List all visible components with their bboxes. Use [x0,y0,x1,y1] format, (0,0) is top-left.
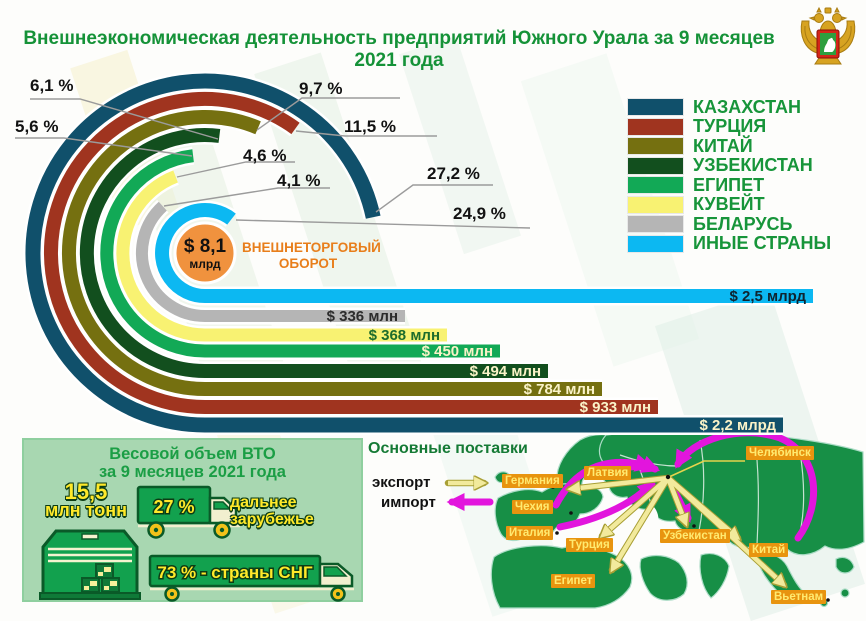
ring-china [61,110,602,396]
legend-label: УЗБЕКИСТАН [693,155,813,176]
legend-swatch-belarus [627,215,684,234]
bar-value-china: $ 784 млн [524,381,595,398]
legend-row: ИНЫЕ СТРАНЫ [627,233,832,254]
percent-label-kuwait: 4,6 % [243,146,287,165]
legend-label: ТУРЦИЯ [693,116,767,137]
legend-swatch-egypt [627,176,684,195]
callout-lines [15,97,531,229]
ring-uzbekistan [79,128,548,378]
ring-egypt [100,149,500,358]
city-label-china: Китай [749,543,789,557]
legend-swatch-kuwait [627,195,684,214]
bar-value-egypt: $ 450 млн [422,343,493,360]
legend-swatch-china [627,137,684,156]
export-label: экспорт [372,474,431,491]
weight-panel-title: Весовой объем ВТО за 9 месяцев 2021 года [24,445,361,481]
legend-row: УЗБЕКИСТАН [627,155,831,176]
bar-value-uzbekistan: $ 494 млн [470,363,541,380]
city-label-turkey: Турция [566,538,613,552]
bar-value-belarus: $ 336 млн [327,308,398,325]
ring-kuwait [116,170,447,342]
city-label-germany: Германия [502,474,563,488]
far-truck-percent: 27 % [153,497,194,517]
legend-row: КАЗАХСТАН [627,96,831,117]
cis-truck-label: 73 % - страны СНГ [157,563,313,582]
legend-row: КУВЕЙТ [627,194,831,215]
export-arrows [444,460,784,585]
city-label-italy: Италия [506,526,554,540]
legend-label: КАЗАХСТАН [693,96,801,117]
import-label: импорт [381,494,436,511]
bar-value-kazakhstan: $ 2,2 млрд [700,417,777,434]
percent-label-china: 9,7 % [299,79,343,98]
tonnage-unit: млн тонн [45,500,127,520]
tonnage-value: 15,5 [64,479,108,504]
far-abroad-label: дальнее зарубежье [230,494,314,528]
total-unit: млрд [189,257,221,271]
city-label-vietnam: Вьетнам [771,590,827,604]
ring-turkey [44,92,658,414]
legend-row: БЕЛАРУСЬ [627,213,831,234]
ring-other-countries [155,203,813,303]
legend-label: ИНЫЕ СТРАНЫ [693,233,832,254]
legend-row: КИТАЙ [627,135,831,156]
small-truck-icon: 27 % [136,485,240,539]
city-label-czechia: Чехия [512,500,553,514]
warehouse-icon [39,529,141,600]
legend-label: БЕЛАРУСЬ [693,213,793,234]
city-label-chelyabinsk: Челябинск [746,446,814,460]
percent-label-belarus: 4,1 % [277,171,321,190]
legend-swatch-kazakhstan [627,98,684,117]
percent-label-egypt: 5,6 % [15,117,59,136]
legend-swatch-turkey [627,117,684,136]
percent-label-turkey: 11,5 % [344,117,396,136]
legend-label: ЕГИПЕТ [693,174,765,195]
customs-emblem-icon [800,6,856,65]
legend-swatch-uzbekistan [627,156,684,175]
percent-label-uzbekistan: 6,1 % [30,76,74,95]
legend-label: КИТАЙ [693,135,753,156]
legend-row: ЕГИПЕТ [627,174,831,195]
weight-panel-title-line2: за 9 месяцев 2021 года [99,463,286,481]
city-label-latvia: Латвия [584,466,632,480]
bar-value-other-countries: $ 2,5 млрд [730,288,807,305]
page-title: Внешнеэкономическая деятельность предпри… [23,28,775,71]
legend-swatch-other-countries [627,234,684,253]
map-title: Основные поставки [368,440,528,457]
city-label-uzbekistan: Узбекистан [660,529,730,543]
legend-row: ТУРЦИЯ [627,116,831,137]
percent-label-other-countries: 24,9 % [453,204,506,223]
bar-value-kuwait: $ 368 млн [369,327,440,344]
total-value: $ 8,1 [184,236,227,257]
city-label-egypt: Египет [551,574,596,588]
bar-value-turkey: $ 933 млн [580,399,651,416]
ring-kazakhstan [25,73,783,433]
tonnage-total: 15,5 млн тонн [30,479,142,520]
legend-label: КУВЕЙТ [693,194,765,215]
weight-panel-title-line1: Весовой объем ВТО [109,445,276,463]
ring-belarus [135,201,405,322]
weight-volume-panel: Весовой объем ВТО за 9 месяцев 2021 года… [22,438,363,602]
percent-label-kazakhstan: 27,2 % [427,164,480,183]
total-circle [173,221,237,285]
chart-legend: КАЗАХСТАН ТУРЦИЯ КИТАЙ УЗБЕКИСТАН ЕГИПЕТ… [627,96,832,254]
trade-turnover-label: ВНЕШНЕТОРГОВЫЙ ОБОРОТ [242,240,381,271]
cis-truck-icon: 73 % - страны СНГ [148,554,354,602]
